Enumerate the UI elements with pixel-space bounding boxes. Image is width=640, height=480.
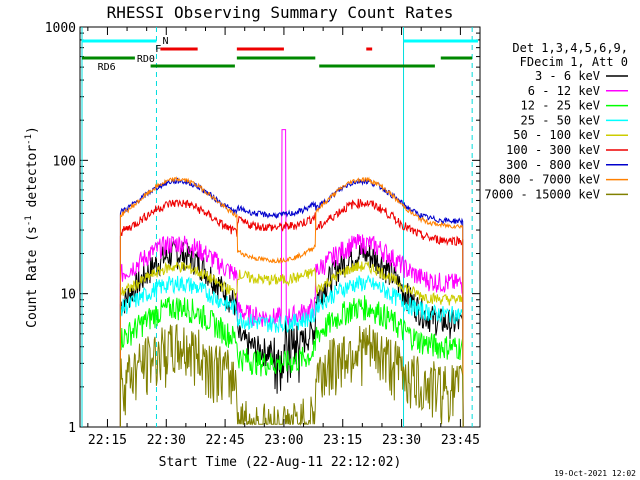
- y-tick-label: 1: [68, 421, 76, 436]
- legend-label: 6 - 12 keV: [528, 84, 600, 98]
- rd6-label: RD6: [98, 62, 116, 73]
- flare-label: F: [155, 44, 161, 55]
- axis-ticks: 22:15 22:30 22:45 23:00 23:15 23:30 23:45 1 10 10…: [45, 21, 480, 448]
- legend-label: 800 - 7000 keV: [499, 173, 600, 187]
- night-label: N: [162, 36, 168, 47]
- x-axis-label: Start Time (22-Aug-11 22:12:02): [159, 455, 402, 470]
- series-line-1: [119, 240, 464, 428]
- legend-label: 3 - 6 keV: [535, 69, 600, 83]
- y-axis-label: Count Rate (s-1 detector-1): [24, 126, 40, 328]
- chart-title: RHESSI Observing Summary Count Rates: [107, 3, 454, 22]
- x-tick-label: 23:15: [323, 433, 362, 448]
- footer-date: 19-Oct-2021 12:02: [554, 469, 636, 478]
- y-tick-label: 10: [60, 288, 76, 303]
- series-line-3: [119, 295, 464, 428]
- legend-label: 100 - 300 keV: [506, 143, 600, 157]
- x-tick-label: 23:45: [441, 433, 480, 448]
- x-tick-label: 22:30: [147, 433, 186, 448]
- x-tick-label: 23:00: [264, 433, 303, 448]
- plot-frame: [79, 26, 481, 428]
- legend-label: 50 - 100 keV: [513, 128, 600, 142]
- legend-label: 12 - 25 keV: [521, 99, 600, 113]
- series-line-9: [119, 323, 464, 428]
- y-axis-label-sup1: -1: [24, 215, 34, 226]
- series-line-8: [119, 176, 464, 428]
- x-tick-label: 23:30: [382, 433, 421, 448]
- y-tick-label: 1000: [45, 21, 76, 36]
- series-line-4: [119, 274, 464, 428]
- rd0-label: RD0: [137, 54, 155, 65]
- y-axis-label-main: Count Rate (s: [25, 226, 40, 328]
- legend-header-line-1: Det 1,3,4,5,6,9,: [512, 41, 628, 55]
- legend-label: 25 - 50 keV: [521, 113, 600, 127]
- series-line-5: [119, 261, 464, 428]
- x-tick-label: 22:15: [88, 433, 127, 448]
- series-line-6: [119, 198, 464, 428]
- y-axis-label-end: ): [25, 126, 40, 134]
- y-tick-label: 100: [53, 154, 76, 169]
- legend-label: 7000 - 15000 keV: [484, 187, 600, 201]
- x-tick-label: 22:45: [206, 433, 245, 448]
- series-layer: [119, 129, 464, 428]
- y-axis-label-mid: detector: [25, 145, 40, 216]
- legend-header-line-2: FDecim 1, Att 0: [520, 55, 628, 69]
- legend-label: 300 - 800 keV: [506, 158, 600, 172]
- y-axis-label-sup2: -1: [24, 134, 34, 145]
